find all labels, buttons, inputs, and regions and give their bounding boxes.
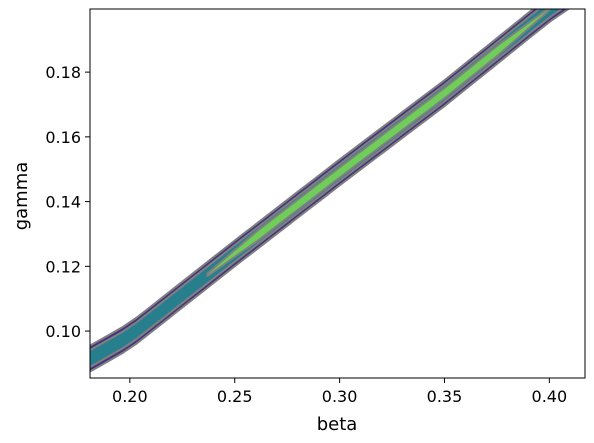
x-tick-label: 0.40 xyxy=(532,387,568,406)
y-tick-label: 0.12 xyxy=(45,257,81,276)
contour-level-peak xyxy=(206,9,551,278)
x-axis-title: beta xyxy=(317,414,358,435)
y-axis-title: gamma xyxy=(11,162,32,231)
x-tick-label: 0.30 xyxy=(322,387,358,406)
contour-regions xyxy=(90,9,571,373)
x-tick-label: 0.35 xyxy=(427,387,463,406)
x-tick-label: 0.20 xyxy=(112,387,148,406)
y-tick-label: 0.10 xyxy=(45,322,81,341)
y-tick-label: 0.14 xyxy=(45,193,81,212)
y-axis-ticks: 0.10 0.12 0.14 0.16 0.18 xyxy=(45,63,90,341)
plot-frame xyxy=(89,8,586,379)
x-axis-ticks: 0.20 0.25 0.30 0.35 0.40 xyxy=(112,378,567,406)
y-tick-label: 0.18 xyxy=(45,63,81,82)
y-tick-label: 0.16 xyxy=(45,128,81,147)
x-tick-label: 0.25 xyxy=(217,387,253,406)
